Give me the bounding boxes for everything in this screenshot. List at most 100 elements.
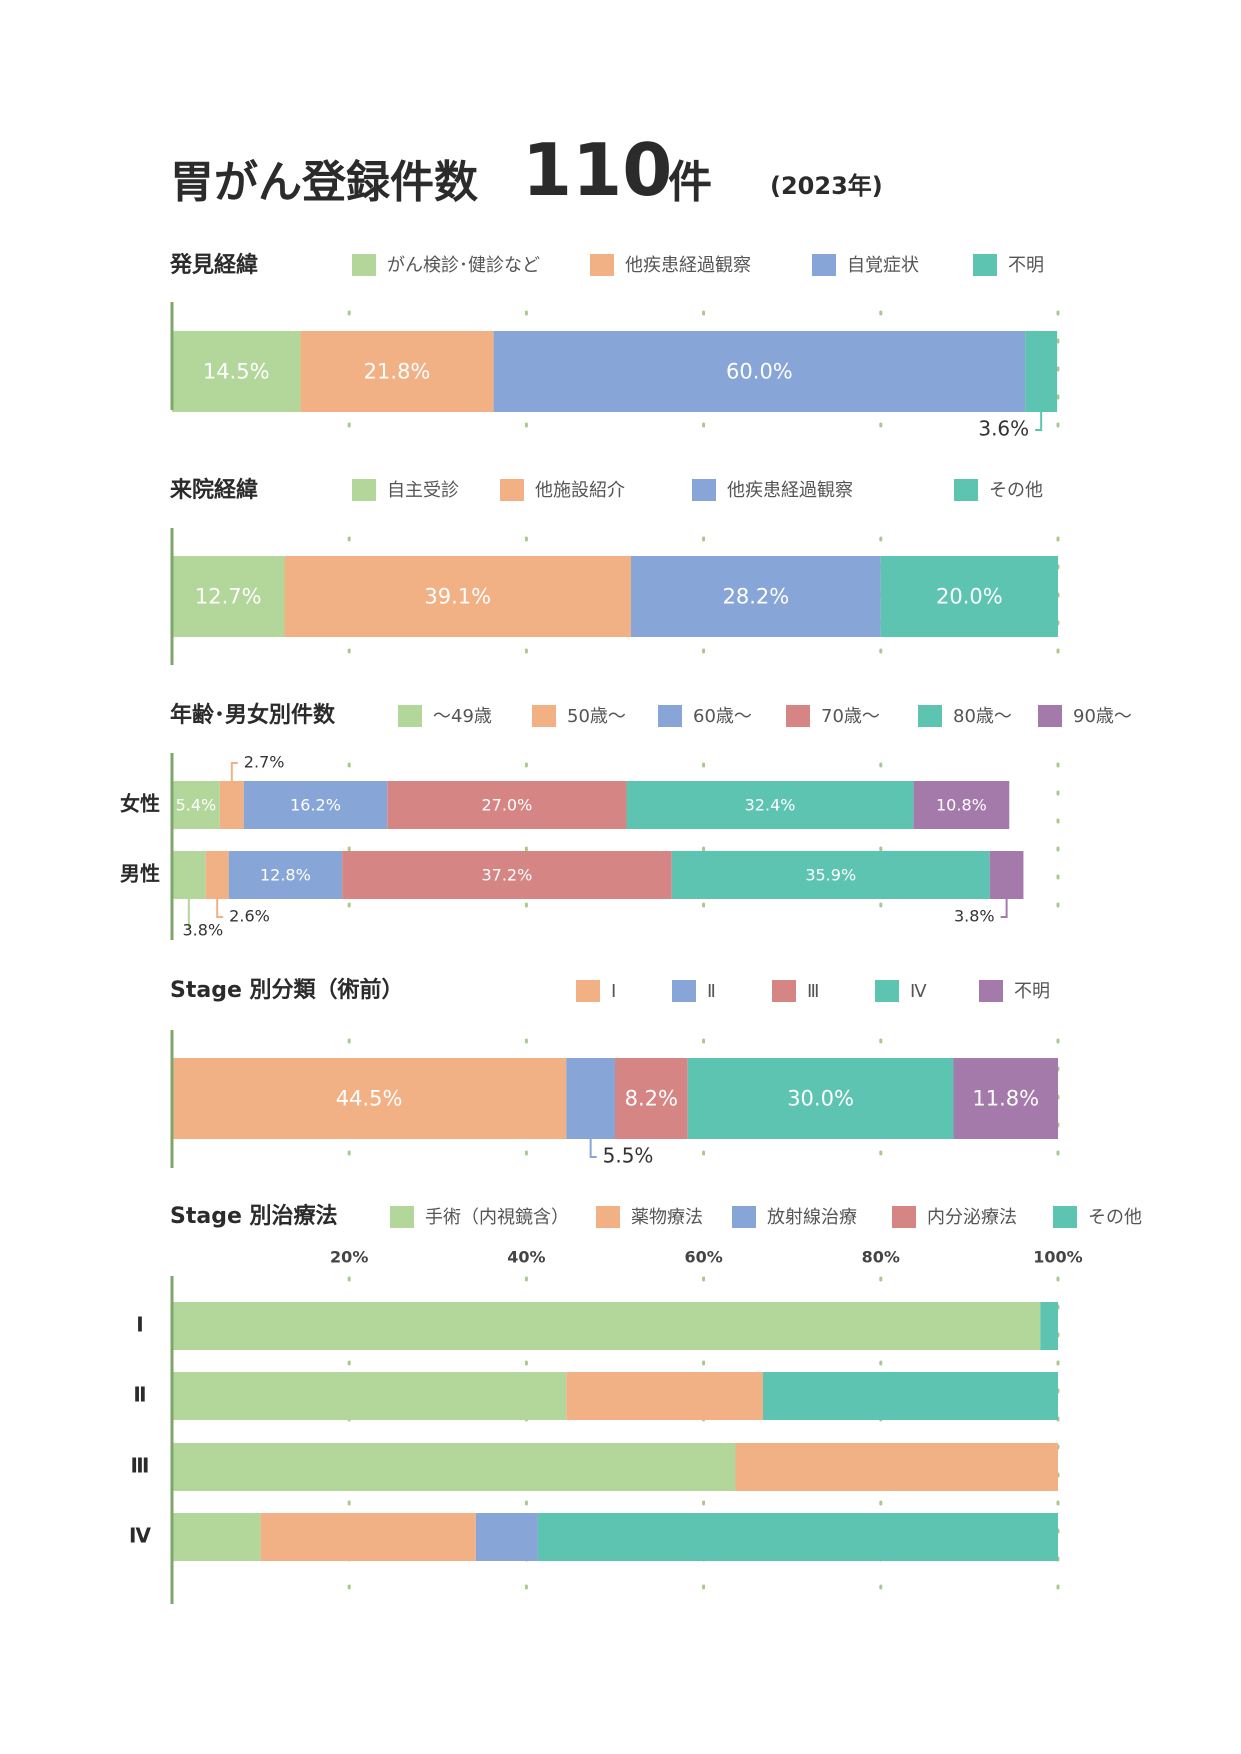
legend-label: 不明 <box>1014 981 1050 1002</box>
bar-segment <box>284 556 631 637</box>
bar-segment <box>260 1513 476 1561</box>
data-label: 37.2% <box>481 866 532 885</box>
x-tick-label: 60% <box>684 1248 722 1267</box>
chart-title-agesex: 年齢･男女別件数 <box>170 702 336 728</box>
legend-swatch <box>1038 705 1062 727</box>
legend-swatch <box>875 980 899 1002</box>
data-label: 8.2% <box>625 1087 678 1111</box>
legend-label: 60歳～ <box>693 706 752 727</box>
data-label: 2.7% <box>244 753 285 772</box>
bar-segment <box>1025 331 1058 412</box>
bar-segment <box>953 1058 1058 1139</box>
bar-segment <box>1040 1302 1058 1350</box>
legend-label: 自覚症状 <box>847 255 919 276</box>
bar-segment <box>687 1058 954 1139</box>
bar-segment <box>172 556 285 637</box>
legend-swatch <box>786 705 810 727</box>
legend-swatch <box>590 254 614 276</box>
callout-line <box>589 1139 597 1158</box>
bar-segment <box>566 1372 763 1420</box>
page-title: 胃がん登録件数 110 件 (2023年) <box>170 128 1170 212</box>
bar-segment <box>913 781 1010 829</box>
legend-label: 他疾患経過観察 <box>625 255 751 276</box>
legend-swatch <box>352 479 376 501</box>
legend-label: 自主受診 <box>387 480 459 501</box>
data-label: 16.2% <box>290 796 341 815</box>
legend-label: 他施設紹介 <box>535 480 625 501</box>
legend-swatch <box>979 980 1003 1002</box>
bar-segment <box>172 1443 736 1491</box>
legend-label: がん検診･健診など <box>387 255 540 276</box>
legend-label: Ⅱ <box>707 981 716 1002</box>
row-label: 男性 <box>120 862 160 886</box>
data-label: 5.4% <box>176 796 217 815</box>
legend-swatch <box>732 1206 756 1228</box>
bar-segment <box>205 851 229 899</box>
legend-swatch <box>892 1206 916 1228</box>
legend-label: その他 <box>989 480 1043 501</box>
data-label: 5.5% <box>603 1144 654 1168</box>
bar-segment <box>219 781 244 829</box>
legend-swatch <box>532 705 556 727</box>
legend-label: 放射線治療 <box>767 1207 857 1228</box>
data-label: 20.0% <box>936 585 1003 609</box>
legend-label: 他疾患経過観察 <box>727 480 853 501</box>
data-label: 14.5% <box>203 360 270 384</box>
legend-label: ～49歳 <box>433 706 492 727</box>
data-label: 60.0% <box>726 360 793 384</box>
bar-segment <box>735 1443 1058 1491</box>
bar-segment <box>493 331 1026 412</box>
x-tick-label: 100% <box>1033 1248 1082 1267</box>
data-label: 27.0% <box>481 796 532 815</box>
data-label: 3.8% <box>954 907 995 926</box>
bar-segment <box>172 331 301 412</box>
legend-label: その他 <box>1088 1207 1142 1228</box>
data-label: 3.6% <box>978 417 1029 441</box>
callout-line <box>216 899 224 918</box>
legend-label: 不明 <box>1008 255 1044 276</box>
data-label: 39.1% <box>424 585 491 609</box>
legend-swatch <box>390 1206 414 1228</box>
legend-swatch <box>918 705 942 727</box>
legend-swatch <box>658 705 682 727</box>
bar-segment <box>630 556 881 637</box>
row-label: Ⅳ <box>129 1524 151 1548</box>
legend-swatch <box>692 479 716 501</box>
legend-swatch <box>672 980 696 1002</box>
bar-segment <box>537 1513 1058 1561</box>
bar-segment <box>243 781 388 829</box>
row-label: Ⅱ <box>133 1383 146 1407</box>
chart-title-visit: 来院経緯 <box>169 477 258 503</box>
title-count: 110 <box>522 128 673 212</box>
title-main: 胃がん登録件数 <box>170 157 478 208</box>
title-year: (2023年) <box>770 172 883 200</box>
legend-swatch <box>973 254 997 276</box>
bar-segment <box>228 851 343 899</box>
data-label: 10.8% <box>936 796 987 815</box>
bar-segment <box>615 1058 688 1139</box>
legend-label: Ⅲ <box>807 981 819 1002</box>
data-label: 2.6% <box>229 907 270 926</box>
bar-segment <box>626 781 914 829</box>
bar-segment <box>342 851 672 899</box>
legend-swatch <box>812 254 836 276</box>
bar-segment <box>300 331 494 412</box>
data-label: 35.9% <box>805 866 856 885</box>
title-unit: 件 <box>668 157 712 208</box>
bar-segment <box>172 1372 567 1420</box>
bar-segment <box>172 851 206 899</box>
legend-swatch <box>772 980 796 1002</box>
row-label: Ⅲ <box>131 1454 150 1478</box>
bar-segment <box>172 1513 261 1561</box>
legend-swatch <box>352 254 376 276</box>
data-label: 21.8% <box>364 360 431 384</box>
legend-swatch <box>954 479 978 501</box>
data-label: 12.7% <box>195 585 262 609</box>
legend-label: 薬物療法 <box>631 1207 703 1228</box>
legend-label: 手術（内視鏡含） <box>425 1207 569 1228</box>
bar-segment <box>172 1302 1041 1350</box>
legend-label: Ⅳ <box>910 981 927 1002</box>
legend-label: Ⅰ <box>611 981 616 1002</box>
legend-label: 70歳～ <box>821 706 880 727</box>
legend-label: 90歳～ <box>1073 706 1132 727</box>
